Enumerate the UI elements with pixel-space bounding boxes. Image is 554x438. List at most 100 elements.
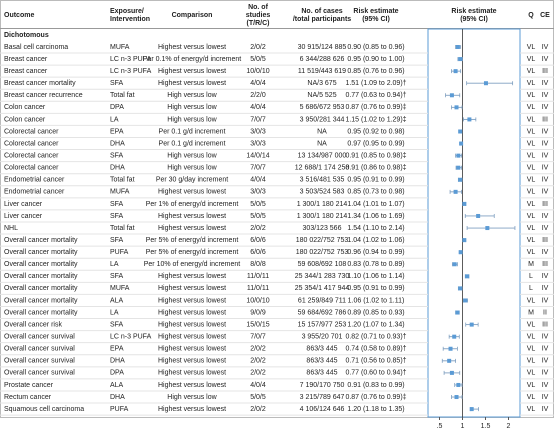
cell-studies: 7/0/7 [250, 334, 266, 341]
estimate-marker [454, 395, 459, 400]
cell-comparison: Highest versus lowest [158, 406, 226, 413]
estimate-marker [458, 250, 463, 255]
cell-comparison: High versus low [167, 165, 217, 172]
column-header: No. of cases [301, 8, 342, 15]
cell-risk: 0.77 (0.60 to 0.94)† [345, 370, 406, 377]
estimate-marker [485, 226, 490, 231]
cell-q: VL [527, 358, 536, 365]
cell-q: VL [527, 152, 536, 159]
cell-outcome: Basal cell carcinoma [4, 44, 68, 51]
cell-cases: 3 516/481 535 [300, 177, 345, 184]
cell-risk: 0.95 (0.90 to 1.00) [347, 56, 404, 63]
cell-cases: 3 503/524 583 [300, 189, 345, 196]
cell-q: VL [527, 116, 536, 123]
cell-outcome: Colon cancer [4, 116, 46, 123]
cell-studies: 2/0/2 [250, 370, 266, 377]
cell-q: VL [527, 140, 536, 147]
estimate-marker [462, 238, 467, 243]
cell-risk: 0.85 (0.73 to 0.98) [347, 189, 404, 196]
cell-risk: 0.82 (0.71 to 0.93)† [345, 334, 406, 341]
cell-outcome: Overall cancer mortality [4, 249, 78, 256]
cell-q: VL [527, 56, 536, 63]
cell-exposure: SFA [110, 321, 124, 328]
cell-studies: 3/0/3 [250, 140, 266, 147]
cell-ce: IV [542, 273, 549, 280]
cell-ce: IV [542, 394, 549, 401]
cell-comparison: High versus low [167, 104, 217, 111]
cell-ce: IV [542, 358, 549, 365]
cell-risk: 1.34 (1.06 to 1.69) [347, 213, 404, 220]
cell-exposure: Total fat [110, 177, 135, 184]
cell-comparison: Highest versus lowest [158, 309, 226, 316]
estimate-marker [459, 141, 464, 146]
cell-outcome: Overall cancer mortality [4, 261, 78, 268]
cell-cases: NA [317, 140, 327, 147]
estimate-marker [458, 57, 463, 62]
cell-outcome: Colon cancer [4, 104, 46, 111]
cell-risk: 1.04 (1.02 to 1.06) [347, 237, 404, 244]
estimate-marker [452, 262, 457, 267]
column-header: Q [528, 12, 534, 19]
cell-comparison: Per 30 g/day increment [156, 177, 228, 184]
cell-studies: 7/0/7 [250, 116, 266, 123]
cell-studies: 8/0/8 [250, 261, 266, 268]
cell-cases: 7 190/170 750 [300, 382, 345, 389]
cell-studies: 2/0/2 [250, 44, 266, 51]
cell-exposure: ALA [110, 297, 124, 304]
cell-cases: NA/5 525 [307, 92, 336, 99]
column-header: No. of [248, 4, 268, 11]
cell-comparison: Highest versus lowest [158, 225, 226, 232]
estimate-marker [454, 105, 459, 110]
cell-studies: 2/0/2 [250, 358, 266, 365]
cell-studies: 4/0/4 [250, 382, 266, 389]
cell-risk: 1.54 (1.10 to 2.14) [347, 225, 404, 232]
cell-comparison: Highest versus lowest [158, 44, 226, 51]
cell-comparison: Highest versus lowest [158, 321, 226, 328]
cell-outcome: Breast cancer recurrence [4, 92, 83, 99]
cell-q: VL [527, 334, 536, 341]
column-header: Risk estimate [353, 8, 398, 15]
cell-comparison: Highest versus lowest [158, 273, 226, 280]
estimate-marker [458, 129, 463, 134]
cell-cases: 59 684/692 786 [298, 309, 347, 316]
estimate-marker [467, 117, 472, 122]
estimate-marker [463, 298, 468, 303]
cell-cases: 59 608/692 108 [298, 261, 347, 268]
cell-studies: 5/0/5 [250, 213, 266, 220]
cell-risk: 1.20 (1.07 to 1.34) [347, 321, 404, 328]
cell-outcome: Colorectal cancer [4, 165, 59, 172]
cell-comparison: Per 0.1 g/d increment [159, 128, 226, 135]
cell-ce: IV [542, 80, 549, 87]
cell-outcome: Colorectal cancer [4, 152, 59, 159]
cell-ce: IV [542, 382, 549, 389]
estimate-marker [456, 165, 461, 170]
estimate-marker [452, 334, 457, 339]
cell-cases: 25 354/1 417 944 [295, 285, 350, 292]
cell-risk: 0.87 (0.76 to 0.99)‡ [345, 394, 406, 401]
estimate-marker [483, 81, 488, 86]
cell-exposure: LA [110, 116, 119, 123]
cell-exposure: LC n-3 PUFA [110, 68, 152, 75]
cell-ce: III [542, 261, 548, 268]
cell-outcome: Overall cancer survival [4, 346, 75, 353]
column-header: (T/R/C) [247, 20, 270, 27]
cell-outcome: Liver cancer [4, 201, 43, 208]
cell-q: VL [527, 237, 536, 244]
cell-cases: NA [317, 128, 327, 135]
estimate-marker [453, 69, 458, 74]
cell-outcome: Breast cancer [4, 56, 48, 63]
cell-ce: IV [542, 56, 549, 63]
cell-studies: 5/0/5 [250, 394, 266, 401]
cell-outcome: Overall cancer mortality [4, 285, 78, 292]
cell-cases: 12 688/1 174 258 [295, 165, 350, 172]
cell-studies: 3/0/3 [250, 128, 266, 135]
forest-frame [427, 28, 521, 418]
cell-comparison: Per 10% of energy/d increment [144, 261, 241, 268]
cell-ce: III [542, 68, 548, 75]
estimate-marker [465, 274, 470, 279]
cell-cases: 4 106/124 646 [300, 406, 345, 413]
cell-exposure: DHA [110, 394, 125, 401]
cell-exposure: DHA [110, 165, 125, 172]
cell-cases: 1 300/1 180 214 [297, 213, 348, 220]
